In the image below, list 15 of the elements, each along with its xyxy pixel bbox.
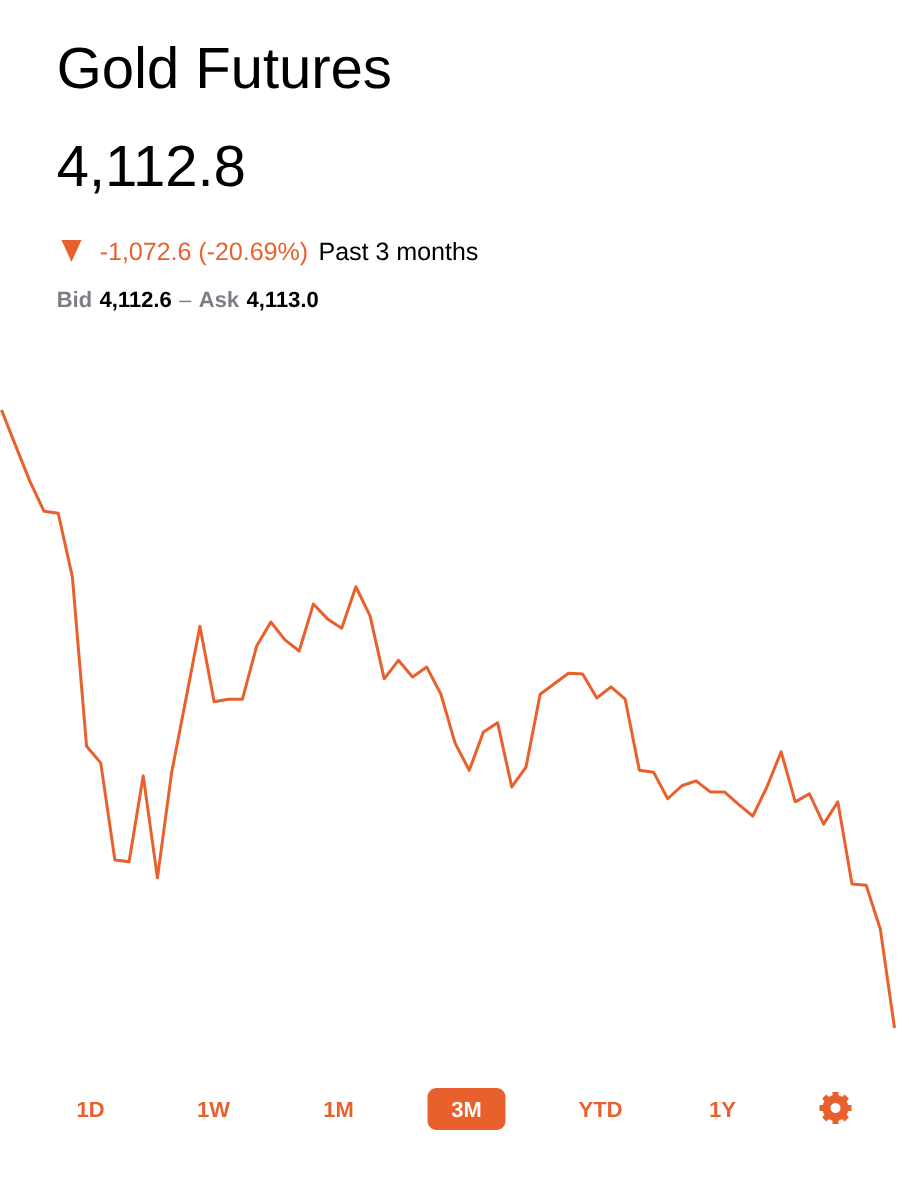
text: 4,112.6 — [100, 291, 172, 311]
chart-subtitle: 4,112.8 — [58, 145, 244, 194]
chart-title: Gold Futures — [59, 45, 391, 89]
text: 1W — [198, 1101, 231, 1118]
text: YTD — [579, 1101, 622, 1118]
text: -1,072.6 (-20.69%) — [101, 241, 307, 266]
text: 1M — [324, 1101, 353, 1118]
text: – — [179, 300, 192, 303]
text: 1D — [78, 1101, 104, 1118]
text: 4,113.0 — [247, 291, 319, 311]
text: Ask — [199, 291, 240, 308]
text: Past 3 months — [320, 241, 478, 261]
text: 3M — [451, 1101, 481, 1118]
text: Bid — [58, 291, 91, 308]
text: 1Y — [710, 1101, 736, 1118]
